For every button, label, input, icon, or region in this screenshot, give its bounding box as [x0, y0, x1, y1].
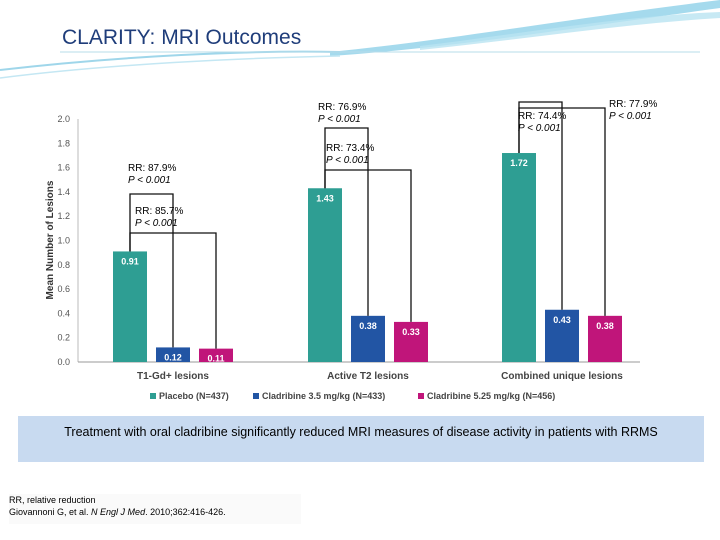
y-tick-label: 0.4 — [57, 308, 70, 318]
rr-annotation: RR: 77.9% P < 0.001 — [609, 99, 657, 123]
rr-annotation: RR: 85.7% P < 0.001 — [135, 206, 183, 230]
y-tick-label: 0.6 — [57, 284, 70, 294]
category-label: Combined unique lesions — [501, 371, 623, 382]
bar — [113, 251, 147, 362]
bar-value-label: 0.91 — [121, 256, 139, 266]
rr-bracket — [324, 169, 412, 322]
bar — [308, 188, 342, 362]
p-value: P < 0.001 — [135, 218, 178, 229]
p-value: P < 0.001 — [326, 155, 369, 166]
rr-bracket — [129, 232, 217, 349]
legend-swatch — [418, 393, 424, 399]
caption-text: Treatment with oral cladribine significa… — [64, 425, 658, 439]
bar-value-label: 0.38 — [359, 321, 377, 331]
rr-value: RR: 77.9% — [609, 99, 658, 110]
rr-value: RR: 73.4% — [326, 143, 375, 154]
bar — [199, 348, 233, 362]
bar — [502, 153, 536, 362]
rr-value: RR: 76.9% — [318, 102, 367, 113]
rr-annotation: RR: 87.9% P < 0.001 — [128, 163, 176, 187]
header-swoosh-decoration — [0, 0, 720, 79]
page-title: CLARITY: MRI Outcomes — [62, 26, 302, 49]
y-tick-label: 0.0 — [57, 357, 70, 367]
bar-value-label: 1.72 — [510, 158, 528, 168]
y-tick-label: 1.0 — [57, 236, 70, 246]
bar — [156, 347, 190, 362]
p-value: P < 0.001 — [318, 114, 361, 125]
category-label: Active T2 lesions — [327, 371, 409, 382]
bar-value-label: 0.33 — [402, 327, 420, 337]
citation-authors: Giovannoni G, et al. — [9, 507, 92, 517]
y-tick-label: 1.4 — [57, 187, 70, 197]
rr-annotation: RR: 74.4% P < 0.001 — [518, 111, 566, 135]
bar — [545, 309, 579, 362]
y-tick-label: 0.8 — [57, 260, 70, 270]
rr-value: RR: 85.7% — [135, 206, 184, 217]
bars: 0.91 0.12 0.11 T1-Gd+ lesions 1.43 0.38 0.33 Ac… — [113, 153, 623, 382]
bar-value-label: 1.43 — [316, 193, 334, 203]
legend: Placebo (N=437) Cladribine 3.5 mg/kg (N=4… — [150, 391, 555, 401]
p-value: P < 0.001 — [128, 175, 171, 186]
y-tick-label: 1.6 — [57, 163, 70, 173]
citation-rest: . 2010;362:416-426. — [145, 507, 226, 517]
bar-value-label: 0.43 — [553, 315, 571, 325]
y-tick-label: 2.0 — [57, 114, 70, 124]
footnote-abbrev: RR, relative reduction — [9, 495, 96, 505]
rr-value: RR: 87.9% — [128, 163, 177, 174]
footnote-citation: Giovannoni G, et al. N Engl J Med. 2010;… — [9, 506, 301, 518]
bar — [394, 321, 428, 362]
rr-brackets — [129, 101, 606, 349]
footnote: RR, relative reduction Giovannoni G, et … — [9, 494, 301, 524]
rr-bracket — [518, 107, 606, 316]
legend-label: Placebo (N=437) — [159, 391, 229, 401]
category-label: T1-Gd+ lesions — [137, 371, 209, 382]
caption-box: Treatment with oral cladribine significa… — [18, 416, 704, 462]
bar-value-label: 0.11 — [207, 354, 224, 364]
rr-value: RR: 74.4% — [518, 111, 567, 122]
legend-label: Cladribine 5.25 mg/kg (N=456) — [427, 391, 555, 401]
p-value: P < 0.001 — [518, 123, 561, 134]
y-tick-label: 0.2 — [57, 333, 70, 343]
legend-swatch — [253, 393, 259, 399]
y-tick-label: 1.2 — [57, 211, 70, 221]
y-axis-title: Mean Number of Lesions — [45, 180, 56, 299]
rr-bracket — [324, 127, 369, 316]
rr-annotation: RR: 73.4% P < 0.001 — [326, 143, 374, 167]
p-value: P < 0.001 — [609, 111, 652, 122]
citation-journal: N Engl J Med — [91, 507, 146, 517]
bar — [351, 315, 385, 362]
bar-value-label: 0.38 — [596, 321, 614, 331]
rr-bracket — [129, 193, 174, 348]
legend-swatch — [150, 393, 156, 399]
bar — [588, 315, 622, 362]
legend-label: Cladribine 3.5 mg/kg (N=433) — [262, 391, 385, 401]
bar-value-label: 0.12 — [164, 352, 182, 362]
y-tick-label: 1.8 — [57, 138, 70, 148]
rr-annotation: RR: 76.9% P < 0.001 — [318, 102, 366, 126]
